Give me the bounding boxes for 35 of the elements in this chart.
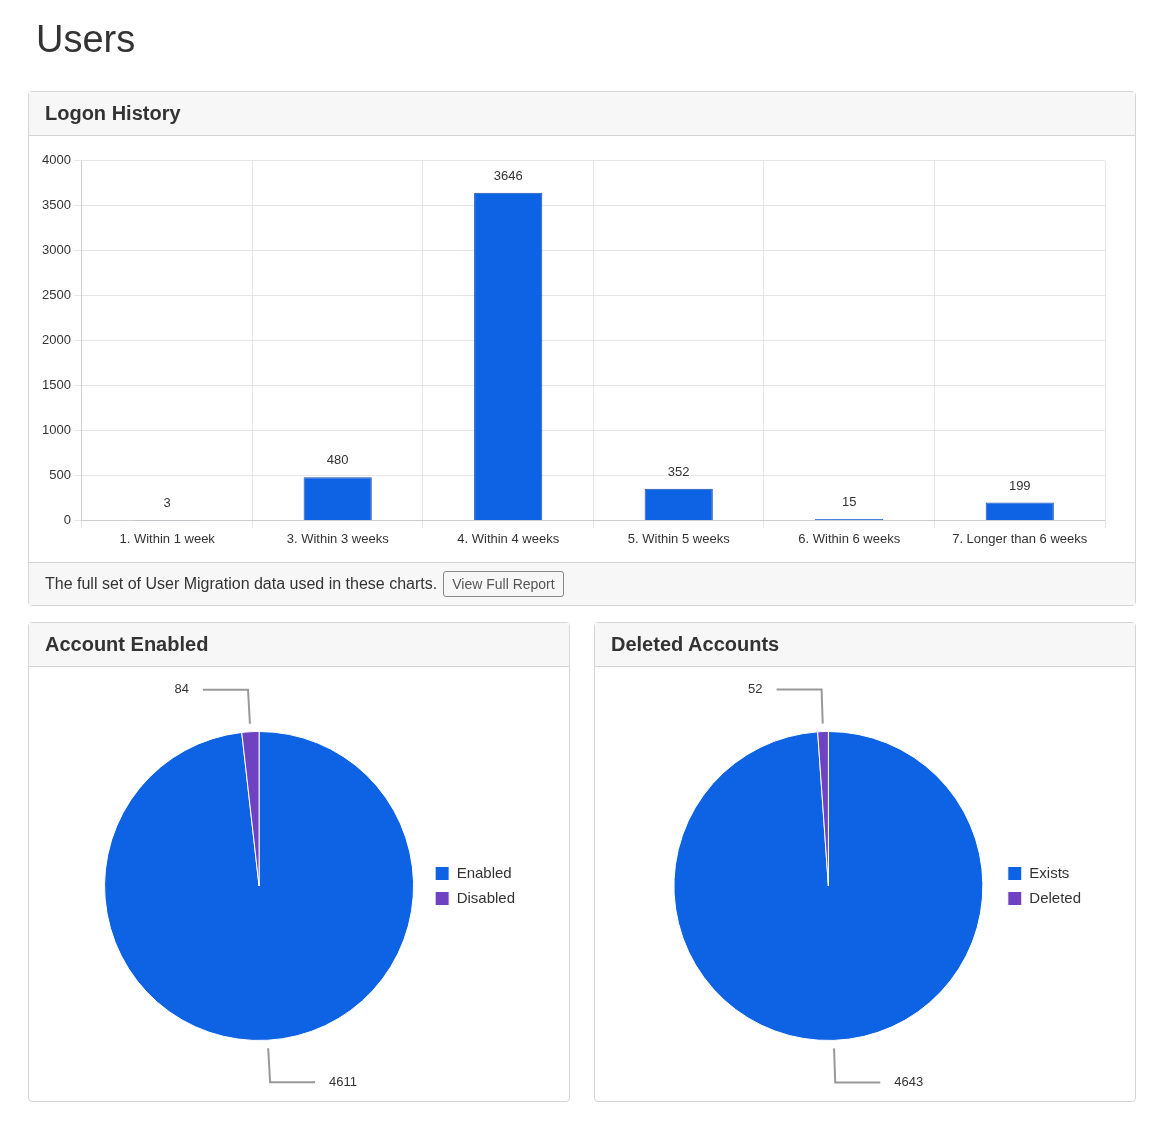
y-tick-label: 0 [63,511,71,527]
y-tick-label: 500 [49,467,71,483]
legend-label: Disabled [456,888,516,906]
y-tick-label: 3000 [42,242,71,258]
x-tick-label: 3. Within 3 weeks [286,530,390,546]
x-tick-label: 5. Within 5 weeks [627,530,731,546]
x-tick-label: 7. Longer than 6 weeks [952,530,1088,546]
data-label: 352 [667,463,690,479]
data-label: 4611 [329,1073,358,1089]
x-tick-label: 4. Within 4 weeks [457,530,560,546]
legend-label: Exists [1029,863,1070,881]
legend-label: Deleted [1029,888,1081,906]
data-label: 4643 [894,1073,924,1089]
data-label: 52 [748,681,763,697]
x-tick-label: 6. Within 6 weeks [798,530,901,546]
text: Users [35,17,137,62]
legend-label: Enabled [456,863,512,881]
data-label: 199 [1008,477,1031,493]
y-tick-label: 1500 [42,377,71,393]
data-label: 15 [842,494,857,510]
text: View Full Report [443,571,564,597]
text: The full set of User Migration data used in these charts. [45,575,438,593]
data-label: 3646 [493,167,523,183]
chart-title: Account Enabled [29,623,569,667]
y-tick-label: 2000 [42,332,71,348]
data-label: 480 [326,452,349,468]
y-tick-label: 2500 [42,287,71,303]
y-tick-label: 3500 [42,197,71,213]
x-tick-label: 1. Within 1 week [119,530,216,546]
data-label: 3 [163,494,171,510]
chart-title: Logon History [29,92,1135,136]
chart-title: Deleted Accounts [595,623,1135,667]
y-tick-label: 4000 [42,152,71,168]
data-label: 84 [174,681,190,697]
y-tick-label: 1000 [42,422,71,438]
